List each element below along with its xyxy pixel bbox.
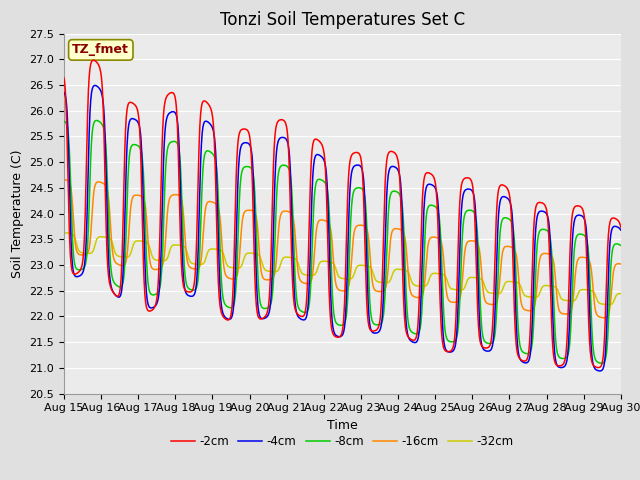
-4cm: [246, 144, 254, 150]
-16cm: [62, 177, 70, 183]
-2cm: [60, 75, 68, 81]
-8cm: [502, 215, 509, 221]
-32cm: [60, 230, 68, 236]
-2cm: [246, 141, 254, 146]
-32cm: [246, 250, 254, 256]
-16cm: [600, 315, 608, 321]
Legend: -2cm, -4cm, -8cm, -16cm, -32cm: -2cm, -4cm, -8cm, -16cm, -32cm: [166, 430, 518, 453]
Text: TZ_fmet: TZ_fmet: [72, 43, 129, 56]
-32cm: [605, 302, 612, 308]
-16cm: [60, 177, 68, 183]
-16cm: [429, 234, 437, 240]
Line: -32cm: -32cm: [64, 233, 621, 305]
Line: -16cm: -16cm: [64, 180, 621, 318]
Line: -8cm: -8cm: [64, 120, 621, 363]
-8cm: [551, 327, 559, 333]
-8cm: [60, 119, 68, 124]
-2cm: [90, 58, 97, 63]
-32cm: [184, 252, 191, 258]
-32cm: [551, 284, 559, 289]
-4cm: [596, 368, 604, 374]
-2cm: [617, 224, 625, 230]
-32cm: [617, 291, 625, 297]
Line: -4cm: -4cm: [64, 85, 621, 371]
Line: -2cm: -2cm: [64, 60, 621, 368]
-2cm: [429, 173, 437, 179]
-32cm: [170, 242, 178, 248]
Title: Tonzi Soil Temperatures Set C: Tonzi Soil Temperatures Set C: [220, 11, 465, 29]
-8cm: [184, 285, 192, 291]
-32cm: [502, 280, 509, 286]
-16cm: [171, 192, 179, 198]
-8cm: [246, 165, 254, 170]
-16cm: [502, 243, 509, 249]
-8cm: [93, 118, 100, 123]
-16cm: [184, 262, 192, 267]
-4cm: [429, 183, 437, 189]
-4cm: [184, 292, 192, 298]
-2cm: [502, 184, 509, 190]
-8cm: [598, 360, 605, 366]
-32cm: [429, 271, 436, 276]
-4cm: [60, 90, 68, 96]
-8cm: [429, 203, 437, 208]
-2cm: [184, 289, 192, 295]
-16cm: [246, 207, 254, 213]
-8cm: [171, 139, 179, 144]
-8cm: [617, 242, 625, 248]
-4cm: [551, 354, 559, 360]
-4cm: [91, 83, 99, 88]
-2cm: [171, 93, 179, 98]
Y-axis label: Soil Temperature (C): Soil Temperature (C): [11, 149, 24, 278]
-16cm: [551, 271, 559, 277]
-2cm: [595, 365, 602, 371]
-4cm: [617, 227, 625, 233]
-4cm: [502, 194, 509, 200]
-2cm: [551, 360, 559, 365]
-16cm: [617, 261, 625, 267]
X-axis label: Time: Time: [327, 419, 358, 432]
-4cm: [171, 109, 179, 115]
